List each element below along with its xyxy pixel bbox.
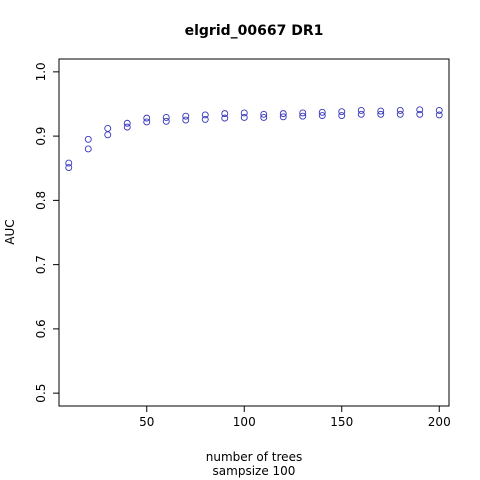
data-points bbox=[65, 106, 443, 172]
data-point bbox=[318, 112, 326, 119]
x-tick-label: 100 bbox=[233, 415, 256, 429]
data-point bbox=[143, 118, 151, 126]
x-tick-label: 50 bbox=[139, 415, 154, 429]
y-tick-label: 0.6 bbox=[34, 319, 48, 338]
x-axis-label: number of trees bbox=[206, 450, 302, 464]
x-axis-sublabel: sampsize 100 bbox=[213, 464, 296, 478]
data-point bbox=[65, 159, 73, 167]
data-point bbox=[84, 145, 92, 153]
data-point bbox=[435, 106, 443, 114]
data-point bbox=[162, 114, 170, 121]
x-axis: 50 100 150 200 bbox=[139, 406, 451, 429]
y-tick-label: 0.9 bbox=[34, 127, 48, 146]
data-point bbox=[396, 106, 404, 114]
data-point bbox=[123, 119, 131, 127]
data-point bbox=[182, 112, 190, 120]
data-point bbox=[396, 110, 404, 118]
chart-title: elgrid_00667 DR1 bbox=[185, 23, 324, 39]
data-point bbox=[65, 164, 73, 172]
data-point bbox=[201, 111, 209, 119]
x-tick-label: 200 bbox=[428, 415, 451, 429]
data-point bbox=[318, 108, 326, 116]
data-point bbox=[416, 110, 424, 118]
data-point bbox=[299, 109, 307, 117]
y-axis: 0.5 0.6 0.7 0.8 0.9 1.0 bbox=[34, 62, 59, 403]
data-point bbox=[240, 109, 248, 117]
data-point bbox=[221, 110, 229, 118]
data-point bbox=[357, 106, 365, 114]
data-point bbox=[338, 112, 346, 119]
data-point bbox=[279, 113, 287, 121]
data-point bbox=[377, 107, 385, 115]
data-point bbox=[357, 110, 365, 118]
data-point bbox=[338, 108, 346, 116]
data-point bbox=[240, 114, 248, 121]
data-point bbox=[377, 110, 385, 118]
data-point bbox=[143, 114, 151, 122]
data-point bbox=[260, 114, 268, 121]
data-point bbox=[182, 116, 190, 124]
data-point bbox=[104, 124, 112, 132]
data-point bbox=[162, 117, 170, 125]
x-tick-label: 150 bbox=[330, 415, 353, 429]
y-tick-label: 0.5 bbox=[34, 384, 48, 403]
data-point bbox=[104, 131, 112, 139]
data-point bbox=[84, 135, 92, 143]
data-point bbox=[260, 110, 268, 118]
y-axis-label: AUC bbox=[3, 219, 17, 244]
data-point bbox=[435, 111, 443, 119]
data-point bbox=[416, 106, 424, 114]
y-tick-label: 0.7 bbox=[34, 255, 48, 274]
data-point bbox=[279, 110, 287, 118]
data-point bbox=[299, 112, 307, 120]
data-point bbox=[201, 115, 209, 123]
y-tick-label: 0.8 bbox=[34, 191, 48, 210]
plot-frame bbox=[58, 58, 450, 407]
data-point bbox=[123, 123, 131, 131]
data-point bbox=[221, 114, 229, 122]
y-tick-label: 1.0 bbox=[34, 62, 48, 81]
